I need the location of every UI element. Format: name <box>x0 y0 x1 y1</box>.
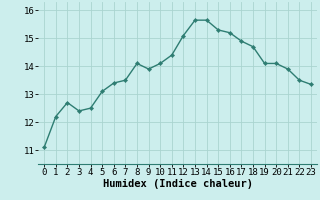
X-axis label: Humidex (Indice chaleur): Humidex (Indice chaleur) <box>103 179 252 189</box>
